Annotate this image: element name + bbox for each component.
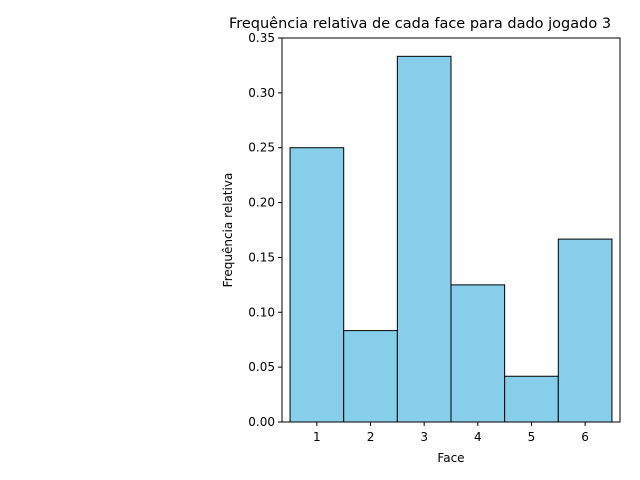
x-axis-ticks: 1 2 3 4 5 6 xyxy=(313,422,589,444)
x-tick-label: 6 xyxy=(581,430,589,444)
y-axis-label: Frequência relativa xyxy=(221,173,235,288)
y-tick-label: 0.20 xyxy=(248,196,275,210)
bar-face-6 xyxy=(557,238,613,423)
x-tick-label: 5 xyxy=(528,430,536,444)
y-tick-label: 0.05 xyxy=(248,360,275,374)
plot-frame xyxy=(281,37,621,423)
bar-face-2 xyxy=(343,330,398,423)
y-tick-label: 0.30 xyxy=(248,86,275,100)
y-tick-label: 0.10 xyxy=(248,305,275,319)
bars-group xyxy=(289,55,613,423)
chart-title: Frequência relativa de cada face para da… xyxy=(229,16,611,32)
x-tick-label: 3 xyxy=(420,430,428,444)
y-tick-label: 0.15 xyxy=(248,250,275,264)
y-tick-label: 0.35 xyxy=(248,31,275,45)
y-tick-label: 0.25 xyxy=(248,141,275,155)
x-tick-label: 4 xyxy=(474,430,482,444)
y-tick-label: 0.00 xyxy=(248,415,275,429)
bar-face-3 xyxy=(396,55,452,423)
x-tick-label: 1 xyxy=(313,430,321,444)
bar-face-5 xyxy=(504,375,559,423)
bar-face-4 xyxy=(450,284,506,423)
x-axis-label: Face xyxy=(437,451,464,465)
x-tick-label: 2 xyxy=(367,430,375,444)
y-axis-ticks: 0.00 0.05 0.10 0.15 0.20 0.25 0.30 0.35 xyxy=(248,31,282,429)
bar-face-1 xyxy=(289,147,345,423)
